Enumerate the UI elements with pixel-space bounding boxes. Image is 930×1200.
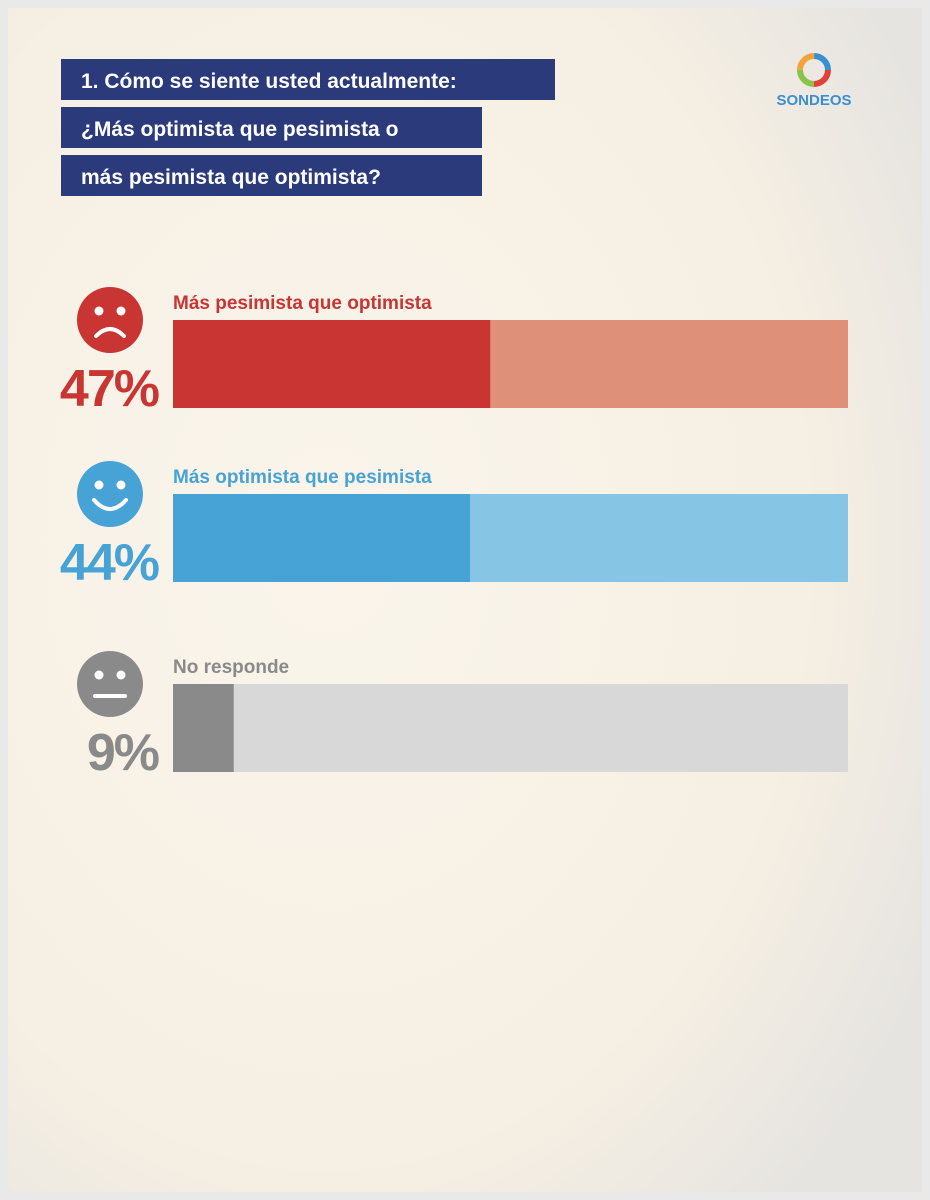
title-box (61, 59, 555, 100)
title-line: más pesimista que optimista? (81, 166, 381, 189)
bar (173, 320, 491, 408)
category-label: Más optimista que pesimista (173, 467, 432, 488)
logo-ring (797, 53, 831, 87)
category-label: Más pesimista que optimista (173, 293, 432, 314)
background (8, 8, 922, 1192)
face-eye (116, 670, 126, 680)
face-icon (77, 651, 143, 717)
logo-text: SONDEOS (776, 92, 851, 109)
face-eye (116, 306, 126, 316)
title-line: 1. Cómo se siente usted actualmente: (81, 70, 457, 93)
value-label: 44% (60, 534, 159, 592)
title-line: ¿Más optimista que pesimista o (81, 118, 398, 141)
face-icon (77, 461, 143, 527)
face-icon (77, 287, 143, 353)
value-label: 9% (87, 724, 159, 782)
logo-ring (797, 53, 831, 87)
logo-ring (797, 53, 831, 87)
category-label: No responde (173, 657, 289, 678)
logo: SONDEOS (776, 53, 852, 109)
face-mouth (94, 327, 126, 338)
face-eye (94, 480, 104, 490)
bar (173, 684, 234, 772)
face-eye (116, 480, 126, 490)
title-box (61, 107, 482, 148)
face-mouth (92, 498, 128, 511)
bar-track (173, 684, 848, 772)
bar (173, 494, 470, 582)
value-label: 47% (60, 360, 159, 418)
face-eye (94, 306, 104, 316)
face-eye (94, 670, 104, 680)
title-box (61, 155, 482, 196)
